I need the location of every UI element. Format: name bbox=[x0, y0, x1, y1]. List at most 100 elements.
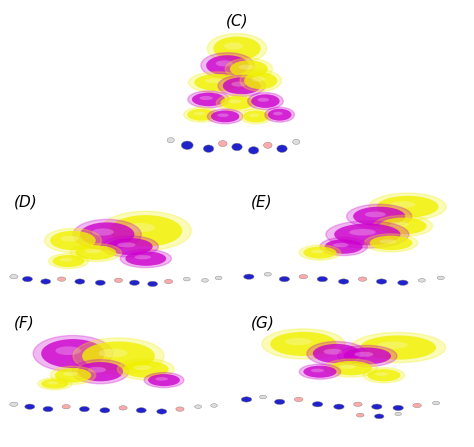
Ellipse shape bbox=[344, 348, 391, 364]
Ellipse shape bbox=[320, 237, 367, 256]
Circle shape bbox=[219, 140, 227, 147]
Ellipse shape bbox=[123, 361, 169, 378]
Text: (F): (F) bbox=[14, 315, 35, 330]
Ellipse shape bbox=[270, 332, 337, 356]
Ellipse shape bbox=[337, 346, 397, 367]
Ellipse shape bbox=[251, 94, 280, 108]
Ellipse shape bbox=[126, 223, 155, 232]
Circle shape bbox=[374, 414, 384, 419]
Circle shape bbox=[95, 280, 105, 285]
Circle shape bbox=[264, 273, 271, 276]
Circle shape bbox=[22, 276, 33, 282]
Ellipse shape bbox=[333, 243, 348, 247]
Circle shape bbox=[210, 404, 218, 407]
Circle shape bbox=[292, 139, 300, 144]
Circle shape bbox=[376, 279, 387, 284]
Ellipse shape bbox=[323, 349, 342, 354]
Ellipse shape bbox=[238, 64, 254, 70]
Ellipse shape bbox=[244, 72, 277, 89]
Ellipse shape bbox=[216, 94, 258, 111]
Ellipse shape bbox=[82, 342, 155, 371]
Ellipse shape bbox=[299, 245, 341, 260]
Ellipse shape bbox=[78, 362, 123, 381]
Ellipse shape bbox=[99, 349, 128, 358]
Ellipse shape bbox=[188, 72, 247, 93]
Circle shape bbox=[181, 141, 193, 150]
Circle shape bbox=[413, 403, 421, 408]
Circle shape bbox=[10, 402, 18, 406]
Ellipse shape bbox=[303, 366, 337, 378]
Ellipse shape bbox=[120, 249, 172, 268]
Ellipse shape bbox=[50, 366, 96, 384]
Ellipse shape bbox=[125, 251, 166, 266]
Ellipse shape bbox=[367, 369, 401, 381]
Ellipse shape bbox=[265, 107, 294, 122]
Circle shape bbox=[277, 145, 287, 152]
Circle shape bbox=[264, 142, 272, 148]
Ellipse shape bbox=[377, 342, 408, 349]
Circle shape bbox=[195, 405, 201, 409]
Circle shape bbox=[312, 401, 323, 407]
Circle shape bbox=[259, 395, 266, 399]
Ellipse shape bbox=[329, 361, 372, 375]
Ellipse shape bbox=[228, 99, 241, 104]
Ellipse shape bbox=[346, 204, 412, 228]
Ellipse shape bbox=[365, 211, 386, 217]
Ellipse shape bbox=[243, 110, 269, 122]
Circle shape bbox=[232, 143, 242, 151]
Ellipse shape bbox=[273, 112, 283, 115]
Ellipse shape bbox=[231, 81, 246, 87]
Circle shape bbox=[203, 145, 214, 152]
Ellipse shape bbox=[205, 78, 224, 83]
Ellipse shape bbox=[377, 196, 438, 218]
Ellipse shape bbox=[218, 75, 265, 97]
Circle shape bbox=[317, 276, 328, 282]
Ellipse shape bbox=[258, 98, 269, 102]
Circle shape bbox=[164, 279, 173, 284]
Ellipse shape bbox=[360, 335, 436, 359]
Ellipse shape bbox=[299, 364, 341, 379]
Circle shape bbox=[62, 405, 70, 409]
Circle shape bbox=[136, 408, 146, 413]
Ellipse shape bbox=[133, 365, 152, 370]
Ellipse shape bbox=[84, 249, 101, 253]
Circle shape bbox=[157, 409, 167, 414]
Ellipse shape bbox=[354, 352, 374, 357]
Ellipse shape bbox=[240, 70, 282, 91]
Ellipse shape bbox=[48, 253, 88, 269]
Circle shape bbox=[43, 406, 53, 412]
Ellipse shape bbox=[109, 215, 182, 247]
Ellipse shape bbox=[144, 373, 184, 388]
Ellipse shape bbox=[100, 211, 191, 250]
Ellipse shape bbox=[217, 114, 228, 117]
Ellipse shape bbox=[211, 110, 239, 122]
Circle shape bbox=[167, 138, 174, 143]
Ellipse shape bbox=[249, 114, 259, 117]
Ellipse shape bbox=[148, 374, 180, 386]
Ellipse shape bbox=[41, 339, 105, 368]
Ellipse shape bbox=[349, 229, 375, 236]
Ellipse shape bbox=[53, 255, 84, 267]
Circle shape bbox=[215, 276, 222, 280]
Ellipse shape bbox=[207, 34, 266, 63]
Ellipse shape bbox=[73, 338, 164, 374]
Ellipse shape bbox=[390, 222, 409, 227]
Ellipse shape bbox=[135, 255, 151, 259]
Ellipse shape bbox=[311, 249, 324, 253]
Ellipse shape bbox=[223, 77, 261, 94]
Circle shape bbox=[41, 279, 51, 284]
Ellipse shape bbox=[262, 329, 345, 359]
Ellipse shape bbox=[353, 207, 405, 226]
Circle shape bbox=[393, 405, 403, 410]
Ellipse shape bbox=[213, 37, 261, 60]
Circle shape bbox=[437, 276, 444, 280]
Circle shape bbox=[418, 278, 426, 282]
Ellipse shape bbox=[268, 109, 292, 121]
Ellipse shape bbox=[72, 359, 129, 384]
Ellipse shape bbox=[206, 55, 249, 76]
Ellipse shape bbox=[107, 238, 153, 255]
Ellipse shape bbox=[45, 228, 101, 253]
Ellipse shape bbox=[391, 201, 415, 208]
Circle shape bbox=[338, 279, 349, 284]
Circle shape bbox=[119, 406, 127, 410]
